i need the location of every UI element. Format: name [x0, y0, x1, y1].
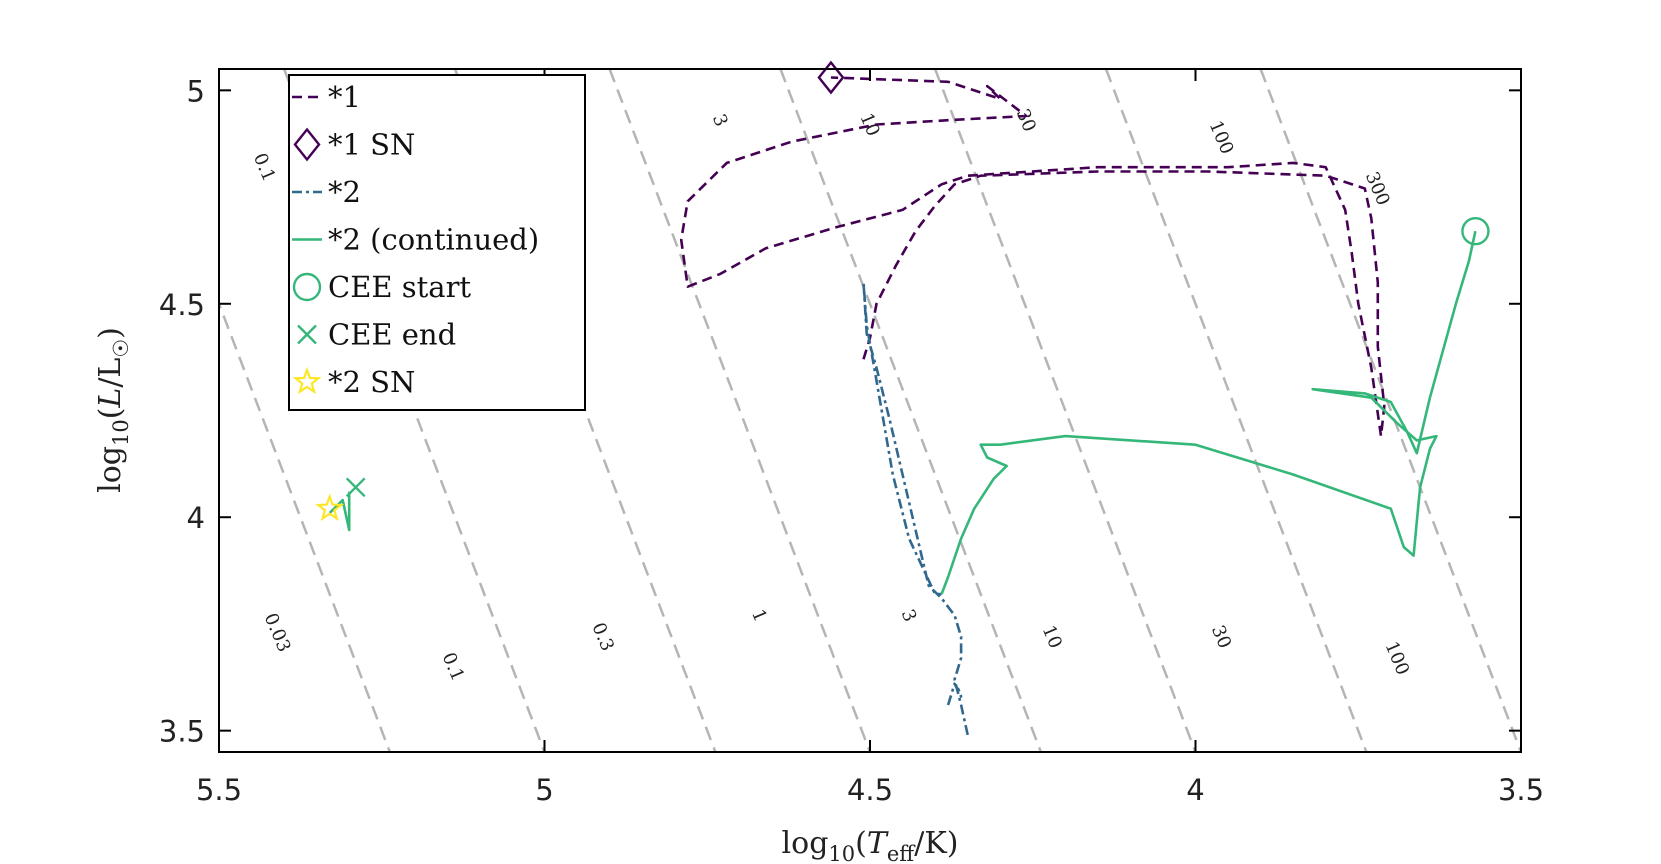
legend-label: CEE start: [328, 270, 471, 304]
legend-label: *1 SN: [328, 128, 415, 162]
isoradius-label-bg: [248, 149, 282, 185]
isoradius-line-30: [933, 69, 1197, 752]
x-tick-label: 5: [535, 773, 553, 807]
svg-text:log10(L/L☉): log10(L/L☉): [93, 327, 133, 493]
isoradius-label-bg: [892, 597, 926, 633]
track-series-2-extra: [946, 682, 963, 706]
legend-swatch: [297, 324, 317, 345]
x-axis-label: log10(Teff/K): [782, 826, 959, 864]
isoradius-label-bg: [1009, 102, 1043, 138]
y-tick-label: 5: [187, 74, 205, 108]
isoradius-label-bg: [1205, 119, 1239, 155]
legend: *1 *1 SN *2 *2 (continued) CEE start CEE end *…: [288, 74, 586, 411]
legend-swatch: [292, 272, 322, 302]
isoradius-label-bg: [1380, 640, 1414, 676]
isoradius-label-bg: [742, 597, 776, 633]
isoradius-line-3: [608, 69, 872, 752]
track-series-3-remnant: [328, 491, 351, 532]
isoradius-line-300: [1259, 69, 1521, 752]
isoradius-label-bg: [703, 102, 737, 138]
legend-label: *1: [328, 80, 361, 114]
x-tick-label: 5.5: [196, 773, 242, 807]
isoradius-label-bg: [1361, 170, 1395, 207]
marker--2-sn: [315, 493, 345, 521]
y-tick-label: 4.5: [159, 288, 205, 322]
marker-cee-start: [1461, 217, 1490, 246]
x-tick-label: 4.5: [847, 773, 893, 807]
track-series-2: [862, 281, 969, 736]
legend-label: *2 SN: [328, 365, 415, 399]
track-series-3: [940, 230, 1477, 595]
tracks: [328, 76, 1477, 736]
marker-cee-end: [345, 477, 366, 498]
marker--1-sn: [817, 60, 845, 95]
isoradius-label-bg: [586, 619, 620, 655]
legend-swatch: [293, 127, 321, 162]
svg-text:log10(Teff/K): log10(Teff/K): [782, 826, 959, 864]
isoradius-label-bg: [261, 614, 295, 651]
legend-label: *2 (continued): [328, 223, 539, 257]
legend-label: *2: [328, 175, 361, 209]
isoradius-label-bg: [853, 106, 887, 143]
legend-box: [288, 74, 586, 411]
x-tick-label: 4: [1186, 773, 1204, 807]
track-series-1: [679, 76, 1386, 438]
isoradius-label-bg: [1205, 619, 1239, 655]
legend-label: CEE end: [328, 318, 456, 352]
isoradius-label-bg: [436, 649, 470, 685]
y-tick-label: 3.5: [159, 715, 205, 749]
isoradius-line-10: [779, 69, 1043, 752]
y-tick-label: 4: [187, 501, 205, 535]
isoradius-line-100: [1104, 69, 1368, 752]
axis-ticks: 5.5 5 4.5 4 3.5 3.5 4 4.5 5: [159, 69, 1544, 807]
y-axis-label: log10(L/L☉): [93, 327, 133, 493]
markers: [315, 60, 1490, 521]
legend-swatch: [292, 366, 322, 395]
isoradius-label-bg: [1035, 619, 1069, 655]
x-tick-label: 3.5: [1498, 773, 1544, 807]
isoradius-line-0.1: [219, 300, 392, 752]
